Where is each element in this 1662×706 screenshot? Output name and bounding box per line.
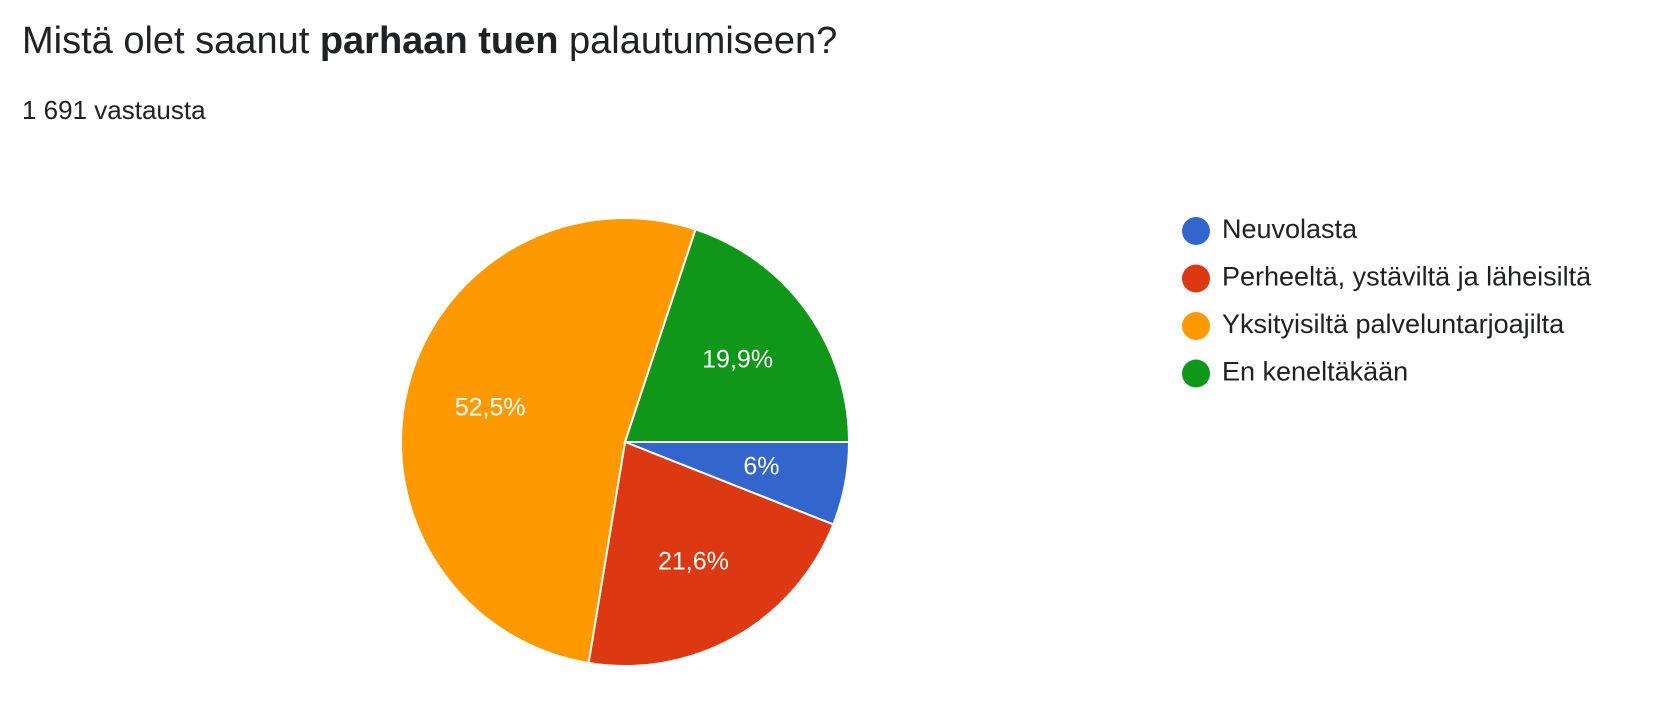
legend-swatch bbox=[1182, 217, 1210, 245]
legend-label: En keneltäkään bbox=[1222, 357, 1408, 387]
title-part: palautumiseen? bbox=[569, 20, 837, 62]
title-part: Mistä olet saanut bbox=[22, 20, 310, 62]
slice-label: 21,6% bbox=[658, 547, 729, 575]
slice-label: 19,9% bbox=[702, 345, 773, 373]
legend-swatch bbox=[1182, 264, 1210, 293]
title-bold: parhaan tuen bbox=[320, 20, 559, 62]
subtitle: 1 691 vastausta bbox=[22, 95, 206, 125]
legend-label: Perheeltä, ystäviltä ja läheisiltä bbox=[1222, 262, 1592, 292]
pie-slice bbox=[587, 440, 835, 668]
slice-label: 6% bbox=[743, 453, 779, 481]
pie-slice bbox=[623, 228, 851, 443]
legend-label: Neuvolasta bbox=[1222, 214, 1358, 244]
legend-label: Yksityisiltä palveluntarjoajilta bbox=[1222, 309, 1565, 339]
chart-title: Mistä olet saanut parhaan tuen palautumi… bbox=[22, 20, 837, 62]
pie-slice bbox=[400, 217, 697, 665]
legend-swatch bbox=[1182, 359, 1210, 388]
legend: Neuvolasta Perheeltä, ystäviltä ja läheis… bbox=[1182, 214, 1592, 388]
pie: 6% 21,6% 52,5% 19,9% bbox=[400, 217, 851, 668]
legend-swatch bbox=[1182, 312, 1210, 340]
slice-label: 52,5% bbox=[455, 393, 526, 421]
